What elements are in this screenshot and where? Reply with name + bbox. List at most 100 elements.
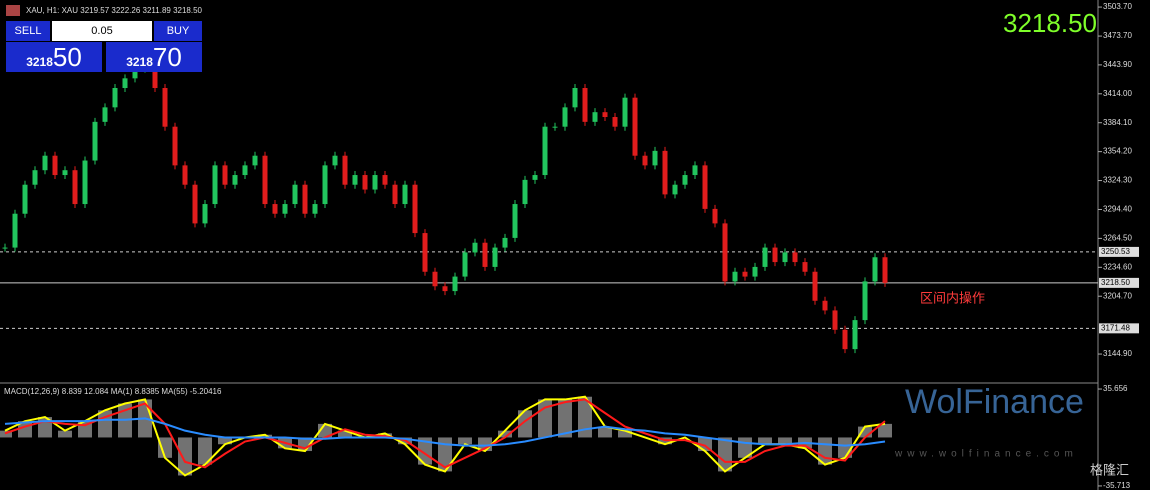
- candle: [112, 88, 118, 108]
- candle: [382, 175, 388, 185]
- candle: [562, 107, 568, 127]
- candle: [362, 175, 368, 190]
- candle: [132, 68, 138, 79]
- candle: [22, 184, 28, 214]
- histogram-bar: [258, 434, 272, 438]
- candle: [232, 175, 238, 185]
- histogram-bar: [598, 426, 612, 438]
- candle: [572, 88, 578, 108]
- candle: [62, 170, 68, 176]
- big-price: 3218.50: [1003, 8, 1097, 38]
- candle: [42, 155, 48, 171]
- candle: [872, 257, 878, 282]
- candle: [452, 276, 458, 292]
- histogram-bar: [198, 437, 212, 465]
- y-tick-label: 3324.30: [1103, 176, 1132, 185]
- candle: [522, 179, 528, 205]
- candle: [602, 112, 608, 118]
- y-tick-label: 3354.20: [1103, 147, 1132, 156]
- candle: [692, 165, 698, 176]
- candle: [122, 78, 128, 89]
- candle: [302, 184, 308, 214]
- histogram-bar: [718, 437, 732, 472]
- watermark-url: www.wolfinance.com: [894, 449, 1078, 460]
- candle: [702, 165, 708, 209]
- indicator-line: [4, 417, 886, 447]
- candle: [172, 126, 178, 166]
- candle: [742, 271, 748, 277]
- candle: [552, 126, 558, 128]
- candle: [52, 155, 58, 176]
- y-tick-label: 35.656: [1103, 384, 1128, 393]
- candle: [312, 204, 318, 214]
- candle: [832, 310, 838, 330]
- y-tick-label: 3384.10: [1103, 118, 1132, 127]
- histogram-bar: [58, 430, 72, 438]
- histogram-bar: [98, 410, 112, 438]
- candle: [822, 300, 828, 311]
- candle: [492, 247, 498, 267]
- buy-price[interactable]: 321870: [106, 42, 202, 72]
- candle: [12, 213, 18, 248]
- sell-button[interactable]: SELL: [6, 21, 50, 41]
- candle: [252, 155, 258, 166]
- candle: [662, 150, 668, 195]
- histogram-bar: [458, 437, 472, 445]
- histogram-bar: [758, 437, 772, 445]
- histogram-bar: [858, 426, 872, 438]
- candle: [412, 184, 418, 234]
- candle: [532, 175, 538, 180]
- candle: [592, 112, 598, 122]
- candle: [92, 121, 98, 161]
- y-tick-label: 3414.00: [1103, 89, 1132, 98]
- candle: [192, 184, 198, 224]
- histogram-bar: [558, 399, 572, 438]
- candle: [292, 184, 298, 205]
- y-tick-label: 3294.40: [1103, 205, 1132, 214]
- buy-button[interactable]: BUY: [154, 21, 202, 41]
- candle: [72, 170, 78, 205]
- sell-small: 3218: [26, 55, 53, 69]
- candle: [242, 165, 248, 176]
- histogram-bar: [178, 437, 192, 476]
- candle: [322, 165, 328, 205]
- histogram-bar: [498, 430, 512, 438]
- y-tick-label: 3473.70: [1103, 31, 1132, 40]
- flag-icon: [6, 5, 20, 16]
- histogram-bar: [158, 437, 172, 458]
- histogram-bar: [218, 437, 232, 445]
- price-level-box: [1099, 246, 1139, 257]
- candle: [712, 208, 718, 224]
- candle: [472, 242, 478, 253]
- candle: [512, 204, 518, 238]
- candle: [682, 175, 688, 185]
- candle: [852, 320, 858, 350]
- price-level-label: 3250.53: [1101, 247, 1130, 256]
- candle: [862, 281, 868, 321]
- candle: [182, 165, 188, 185]
- sell-price[interactable]: 321850: [6, 42, 102, 72]
- price-level-box: [1099, 277, 1139, 288]
- candle: [812, 271, 818, 301]
- y-tick-label: 3204.70: [1103, 291, 1132, 300]
- candle: [792, 252, 798, 263]
- candle: [722, 223, 728, 282]
- price-level-label: 3171.48: [1101, 323, 1130, 332]
- candle: [422, 233, 428, 272]
- candle: [202, 204, 208, 224]
- candle: [622, 97, 628, 127]
- candle: [752, 266, 758, 277]
- candle: [212, 165, 218, 205]
- candle: [162, 88, 168, 127]
- candle: [2, 247, 8, 249]
- macd-title: MACD(12,26,9) 8.839 12.084 MA(1) 8.8385 …: [4, 387, 222, 396]
- source-logo: 格隆汇: [1090, 462, 1129, 477]
- price-level-label: 3218.50: [1101, 278, 1130, 287]
- volume-input[interactable]: 0.05: [52, 21, 152, 41]
- candle: [652, 150, 658, 166]
- candle: [272, 204, 278, 214]
- candle: [282, 204, 288, 214]
- histogram-bar: [338, 430, 352, 438]
- y-tick-label: 3264.50: [1103, 233, 1132, 242]
